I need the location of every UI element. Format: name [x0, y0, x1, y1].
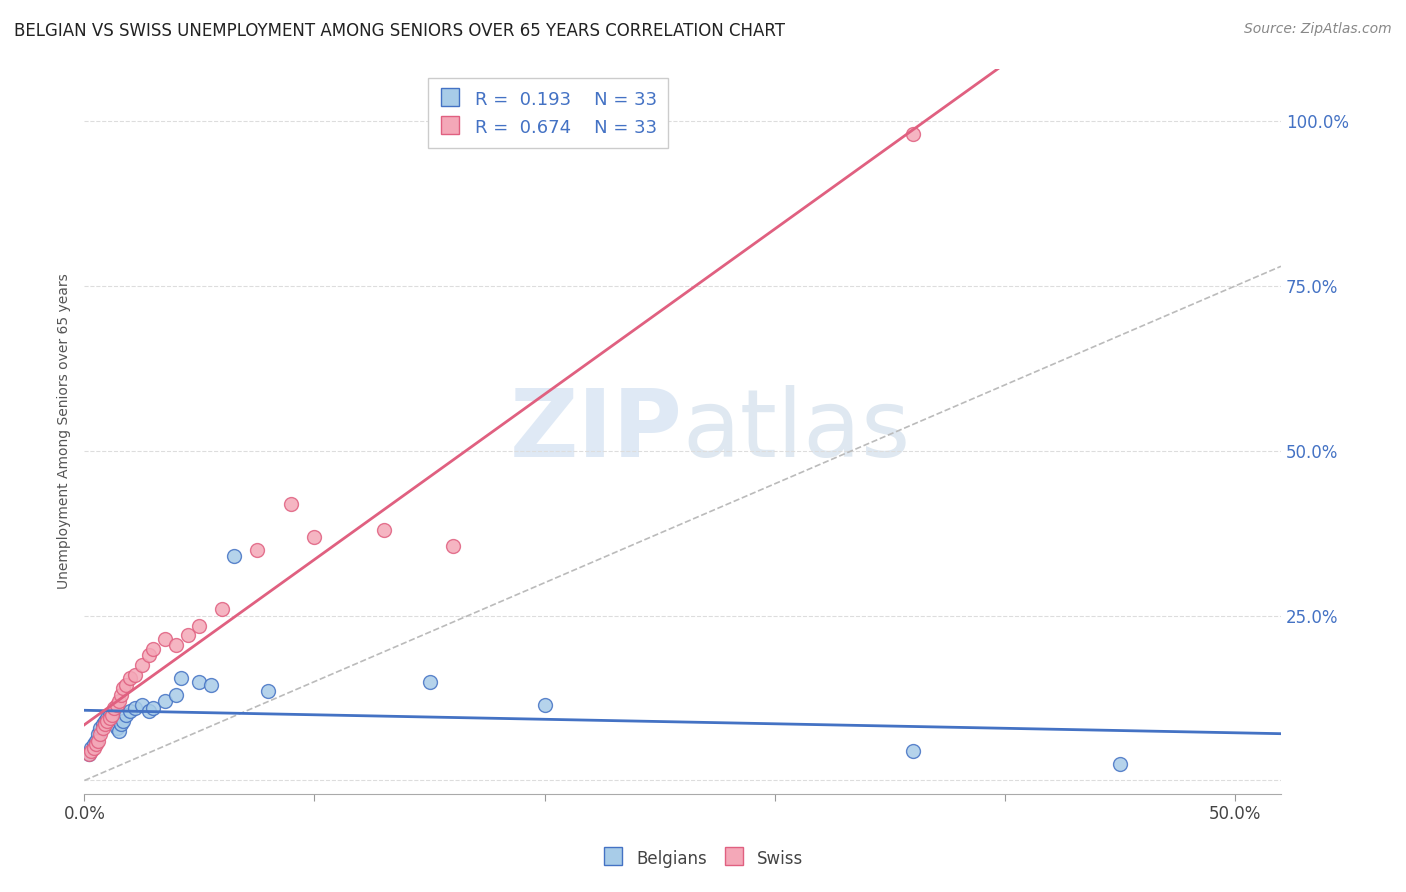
Point — [112, 681, 135, 696]
Point — [96, 714, 118, 728]
Point — [103, 701, 125, 715]
Point — [901, 744, 924, 758]
Point — [98, 711, 121, 725]
Point — [246, 542, 269, 557]
Point — [96, 711, 118, 725]
Point — [94, 714, 117, 728]
Point — [108, 724, 131, 739]
Point — [373, 523, 395, 537]
Point — [84, 737, 107, 751]
Point — [87, 734, 110, 748]
Point — [165, 688, 187, 702]
Point — [124, 668, 146, 682]
Point — [103, 717, 125, 731]
Text: atlas: atlas — [683, 385, 911, 477]
Point — [108, 694, 131, 708]
Point — [138, 704, 160, 718]
Point — [901, 128, 924, 142]
Point — [101, 711, 124, 725]
Point — [110, 717, 132, 731]
Point — [80, 740, 103, 755]
Point — [222, 549, 245, 564]
Point — [110, 688, 132, 702]
Point — [131, 658, 153, 673]
Point — [188, 674, 211, 689]
Point — [170, 671, 193, 685]
Point — [120, 704, 142, 718]
Point — [211, 602, 233, 616]
Point — [114, 707, 136, 722]
Point — [83, 740, 105, 755]
Y-axis label: Unemployment Among Seniors over 65 years: Unemployment Among Seniors over 65 years — [58, 273, 72, 589]
Legend: R =  0.193    N = 33, R =  0.674    N = 33: R = 0.193 N = 33, R = 0.674 N = 33 — [429, 78, 668, 148]
Point — [89, 721, 111, 735]
Point — [112, 714, 135, 728]
Point — [87, 727, 110, 741]
Point — [120, 671, 142, 685]
Point — [153, 694, 176, 708]
Point — [138, 648, 160, 663]
Point — [91, 721, 114, 735]
Point — [94, 717, 117, 731]
Legend: Belgians, Swiss: Belgians, Swiss — [596, 842, 810, 875]
Point — [83, 737, 105, 751]
Point — [131, 698, 153, 712]
Point — [77, 747, 100, 761]
Point — [105, 721, 128, 735]
Point — [165, 638, 187, 652]
Point — [77, 747, 100, 761]
Point — [304, 530, 326, 544]
Point — [441, 540, 464, 554]
Point — [124, 701, 146, 715]
Point — [114, 678, 136, 692]
Point — [142, 701, 165, 715]
Text: Source: ZipAtlas.com: Source: ZipAtlas.com — [1244, 22, 1392, 37]
Point — [89, 727, 111, 741]
Point — [142, 641, 165, 656]
Point — [280, 497, 302, 511]
Point — [91, 717, 114, 731]
Point — [153, 632, 176, 646]
Text: BELGIAN VS SWISS UNEMPLOYMENT AMONG SENIORS OVER 65 YEARS CORRELATION CHART: BELGIAN VS SWISS UNEMPLOYMENT AMONG SENI… — [14, 22, 785, 40]
Point — [84, 734, 107, 748]
Point — [419, 674, 441, 689]
Point — [257, 684, 280, 698]
Text: ZIP: ZIP — [510, 385, 683, 477]
Point — [101, 707, 124, 722]
Point — [177, 628, 200, 642]
Point — [188, 618, 211, 632]
Point — [1109, 757, 1132, 772]
Point — [533, 698, 555, 712]
Point — [105, 698, 128, 712]
Point — [80, 744, 103, 758]
Point — [98, 707, 121, 722]
Point — [200, 678, 222, 692]
